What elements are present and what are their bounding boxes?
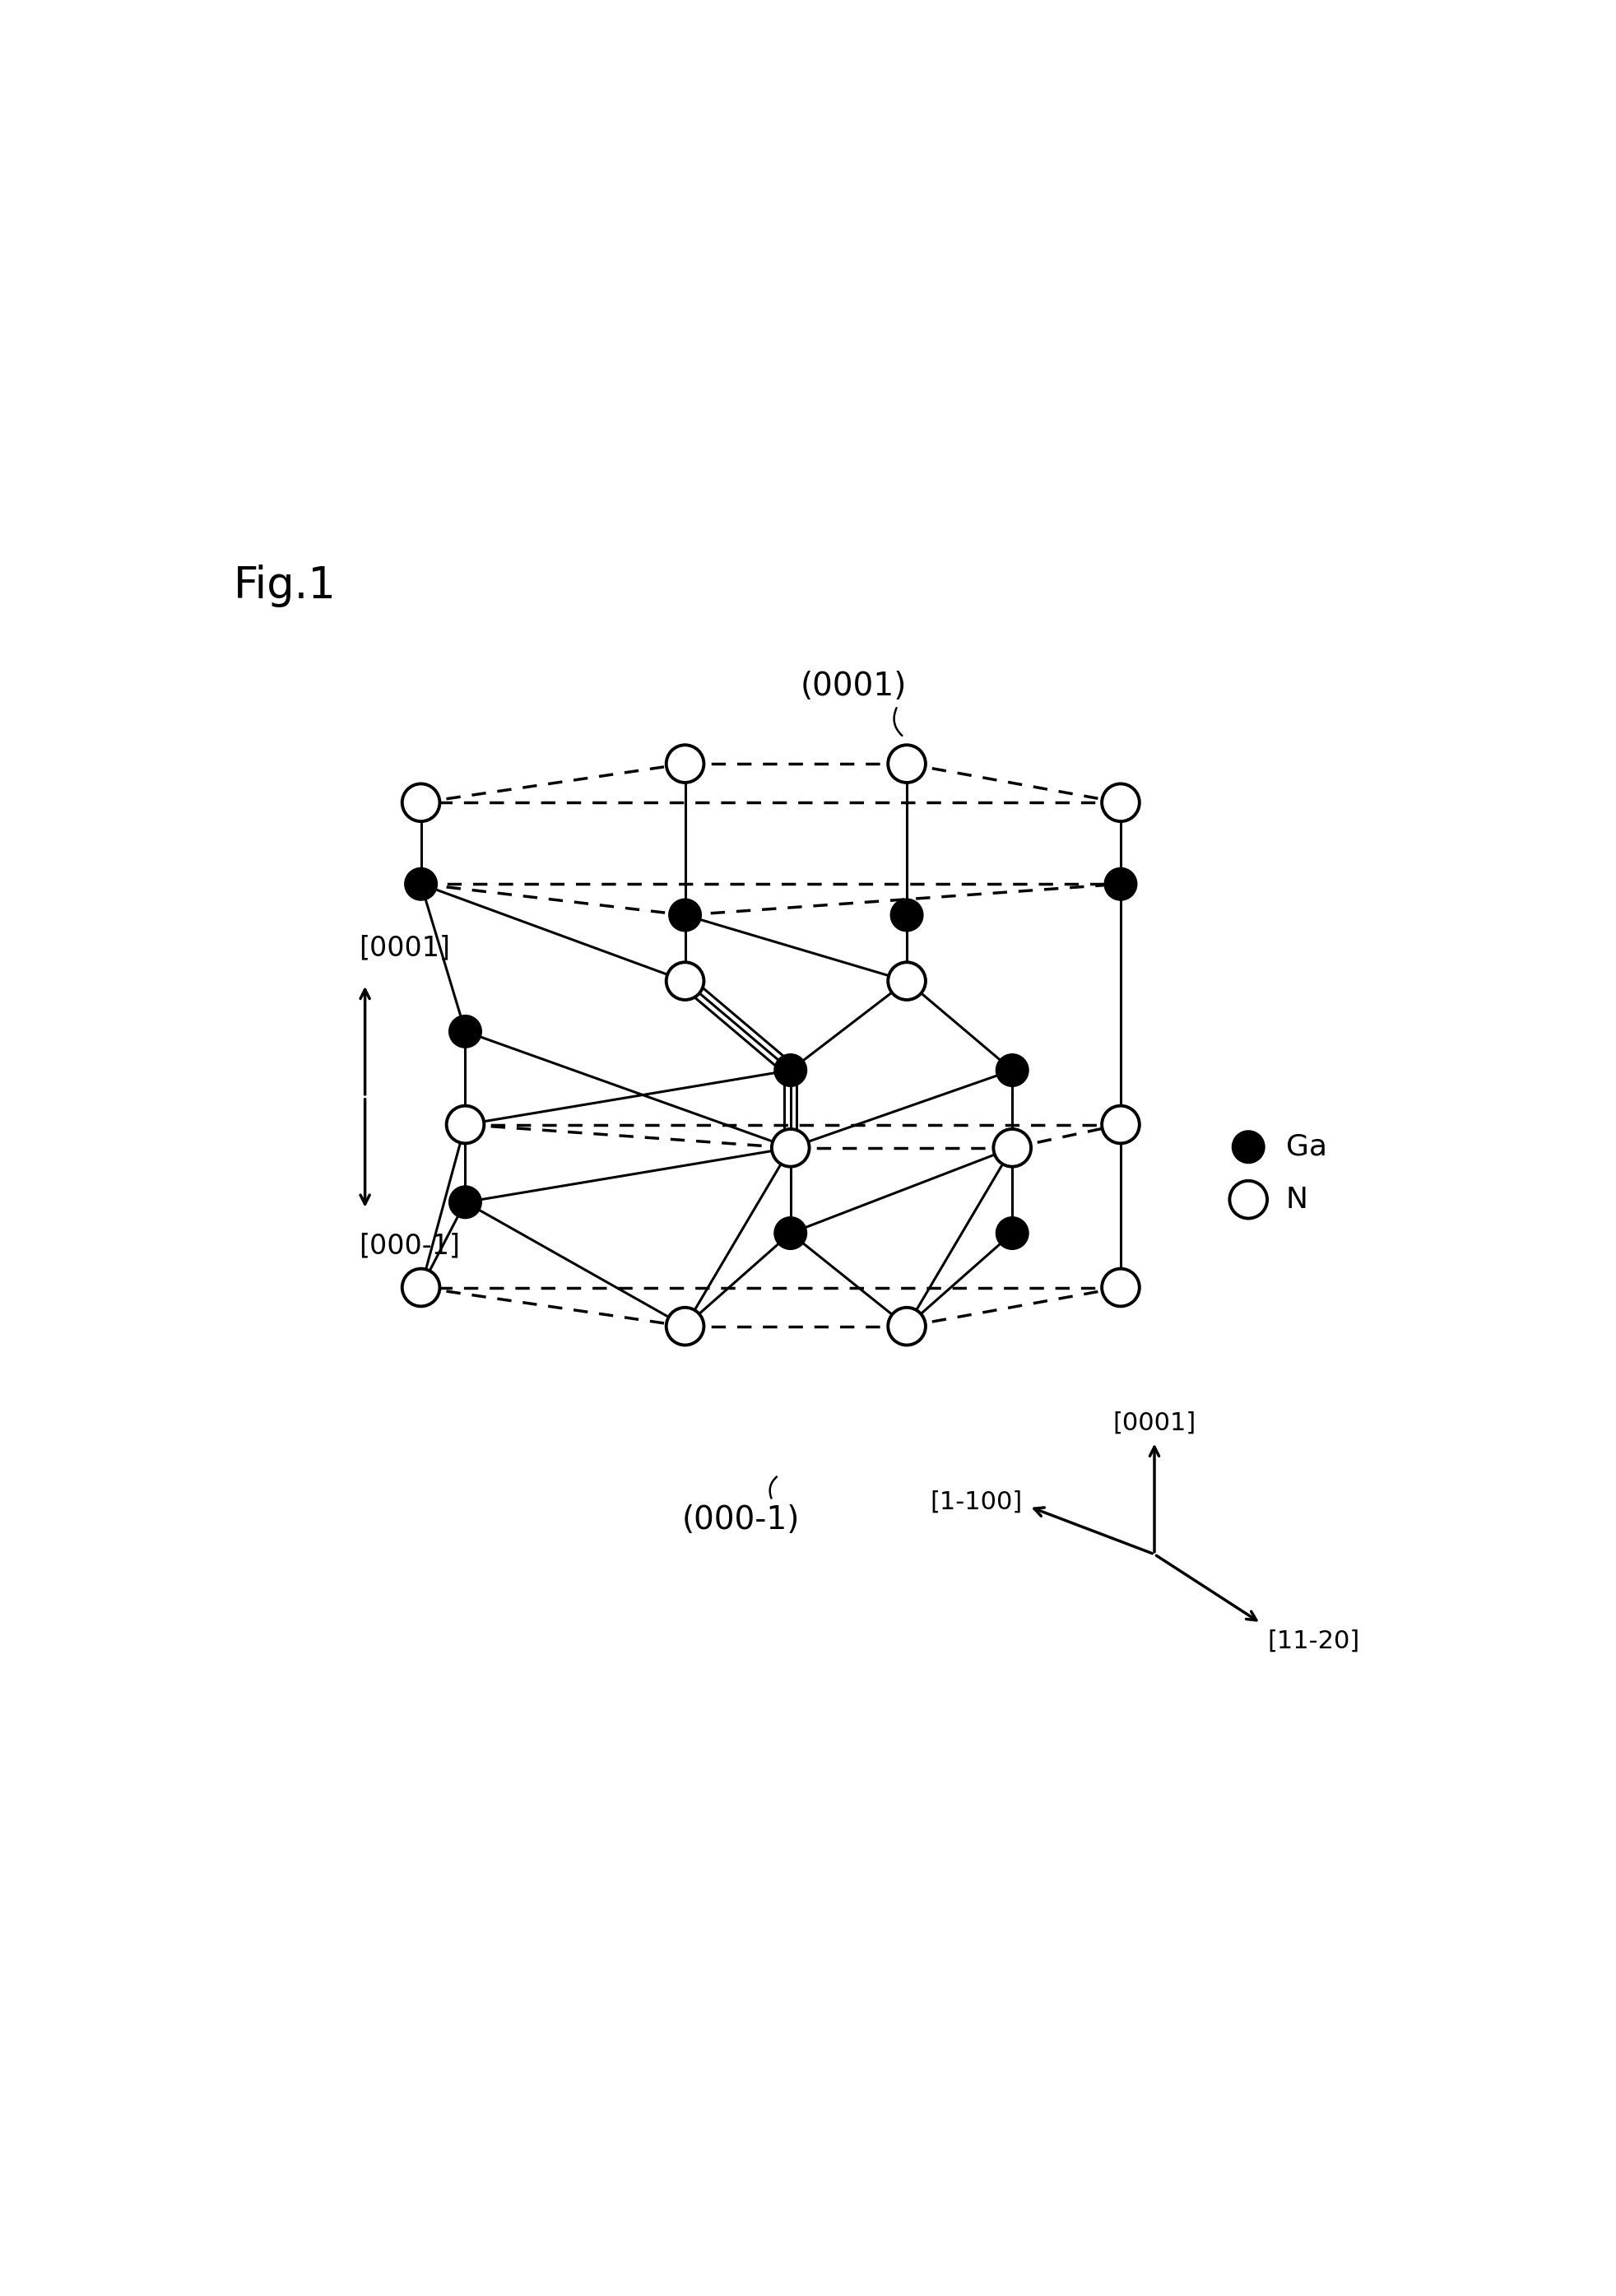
Circle shape: [402, 783, 440, 822]
Circle shape: [449, 1015, 482, 1047]
Circle shape: [449, 1185, 482, 1219]
Circle shape: [1100, 783, 1139, 822]
Text: (0001): (0001): [800, 670, 907, 703]
Circle shape: [404, 868, 436, 900]
Circle shape: [992, 1130, 1031, 1166]
Circle shape: [669, 898, 701, 932]
Text: N: N: [1285, 1185, 1307, 1215]
Circle shape: [1228, 1180, 1267, 1219]
Circle shape: [1104, 868, 1136, 900]
Circle shape: [446, 1107, 483, 1143]
Text: [11-20]: [11-20]: [1267, 1630, 1359, 1653]
Circle shape: [774, 1217, 806, 1249]
Circle shape: [666, 744, 703, 783]
Circle shape: [774, 1054, 806, 1086]
Text: [0001]: [0001]: [1112, 1412, 1196, 1435]
Circle shape: [402, 1270, 440, 1306]
Circle shape: [887, 1306, 924, 1345]
Text: (000-1): (000-1): [682, 1504, 800, 1536]
Circle shape: [995, 1054, 1028, 1086]
Text: Ga: Ga: [1285, 1132, 1327, 1162]
Text: Fig.1: Fig.1: [233, 565, 336, 606]
Text: [0001]: [0001]: [359, 934, 449, 962]
Circle shape: [1100, 1270, 1139, 1306]
Circle shape: [771, 1130, 810, 1166]
Text: [1-100]: [1-100]: [931, 1490, 1023, 1513]
Circle shape: [887, 744, 924, 783]
Circle shape: [1100, 1107, 1139, 1143]
Circle shape: [995, 1217, 1028, 1249]
Circle shape: [890, 898, 923, 932]
Circle shape: [887, 962, 924, 999]
Circle shape: [1231, 1130, 1264, 1164]
Circle shape: [666, 962, 703, 999]
Circle shape: [666, 1306, 703, 1345]
Text: [000-1]: [000-1]: [359, 1233, 459, 1258]
